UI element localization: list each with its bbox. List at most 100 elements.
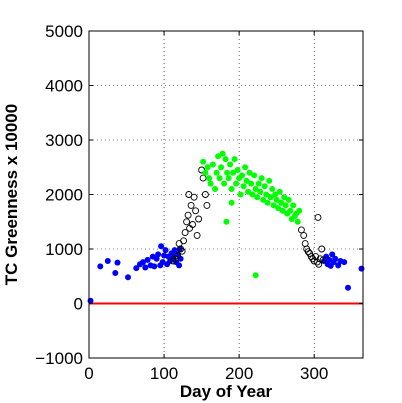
data-point-filled-green: [207, 180, 214, 187]
data-point-open-circle: [314, 213, 322, 221]
data-point-filled-green: [270, 202, 277, 209]
data-point-filled-blue: [112, 270, 119, 276]
data-point-filled-blue: [345, 284, 351, 291]
data-point-filled-blue: [155, 251, 162, 258]
data-point-open-circle: [318, 245, 326, 253]
data-point-filled-green: [281, 194, 288, 201]
data-point-filled-green: [225, 175, 232, 182]
data-point-open-circle: [203, 201, 211, 209]
data-points: [87, 150, 365, 304]
data-point-open-circle: [201, 191, 209, 198]
data-point-filled-green: [202, 169, 209, 176]
data-point-filled-green: [273, 196, 280, 203]
data-point-filled-blue: [133, 265, 140, 272]
data-point-filled-green: [219, 150, 226, 157]
y-tick-label: 5000: [45, 22, 83, 41]
data-point-filled-green: [234, 167, 241, 173]
data-point-filled-green: [222, 156, 229, 163]
data-point-filled-green: [230, 169, 237, 176]
data-point-filled-blue: [335, 262, 342, 269]
data-point-filled-green: [252, 272, 259, 279]
data-point-filled-green: [228, 199, 235, 206]
data-point-filled-blue: [177, 255, 184, 262]
data-point-filled-green: [275, 205, 282, 212]
data-point-filled-green: [224, 169, 231, 176]
data-point-filled-green: [252, 186, 259, 192]
data-point-filled-green: [267, 194, 274, 201]
data-point-filled-blue: [142, 264, 149, 271]
data-point-filled-green: [266, 177, 273, 184]
data-point-filled-green: [278, 199, 285, 206]
data-point-filled-green: [254, 194, 261, 201]
x-tick-label: 100: [150, 364, 178, 383]
data-point-open-circle: [192, 207, 200, 215]
data-point-filled-green: [237, 191, 244, 198]
data-point-filled-green: [276, 188, 283, 195]
data-point-filled-green: [279, 207, 286, 214]
data-point-open-circle: [304, 248, 312, 256]
data-point-filled-blue: [326, 256, 333, 263]
y-tick-label: 1000: [45, 240, 83, 259]
data-point-filled-green: [206, 175, 213, 182]
data-point-filled-blue: [159, 259, 166, 266]
x-tick-label: 200: [225, 364, 253, 383]
data-point-filled-green: [249, 191, 256, 198]
data-point-open-circle: [195, 215, 203, 223]
data-point-filled-green: [204, 164, 211, 171]
data-point-filled-green: [258, 175, 265, 182]
data-point-filled-green: [240, 183, 247, 190]
data-point-filled-green: [243, 177, 250, 184]
data-point-filled-green: [231, 156, 238, 163]
data-point-filled-green: [221, 180, 228, 187]
data-point-filled-blue: [176, 262, 183, 269]
data-point-filled-green: [255, 180, 262, 187]
data-point-filled-green: [290, 202, 297, 209]
data-point-open-circle: [187, 201, 195, 209]
data-point-filled-blue: [161, 252, 168, 259]
data-point-open-circle: [300, 231, 308, 239]
data-point-filled-green: [272, 191, 279, 198]
data-point-open-circle: [178, 247, 186, 255]
data-point-open-circle: [174, 252, 182, 259]
y-tick-label: 3000: [45, 131, 83, 150]
data-point-filled-green: [285, 196, 292, 203]
data-point-filled-green: [200, 158, 207, 165]
data-point-open-circle: [190, 193, 198, 201]
data-point-filled-green: [296, 207, 303, 214]
data-point-open-circle: [169, 257, 177, 265]
y-tick-label: −1000: [35, 349, 83, 368]
data-point-open-circle: [189, 221, 197, 228]
data-point-filled-blue: [158, 243, 165, 250]
data-point-filled-green: [246, 169, 253, 176]
data-point-filled-green: [223, 218, 230, 225]
data-point-open-circle: [183, 218, 191, 226]
data-point-filled-blue: [332, 255, 339, 262]
x-axis-title: Day of Year: [180, 382, 273, 401]
data-point-filled-blue: [125, 274, 131, 281]
data-point-open-circle: [193, 231, 201, 239]
data-point-filled-blue: [114, 259, 121, 266]
data-point-filled-green: [213, 169, 220, 176]
y-tick-label: 4000: [45, 77, 83, 96]
data-point-open-circle: [316, 255, 324, 263]
data-point-filled-green: [228, 186, 235, 192]
data-point-open-circle: [185, 191, 193, 198]
data-point-filled-blue: [151, 263, 158, 270]
data-point-filled-green: [227, 161, 234, 168]
data-point-filled-green: [264, 199, 271, 206]
data-point-filled-green: [212, 186, 219, 192]
data-point-filled-green: [233, 180, 240, 187]
y-tick-label: 2000: [45, 186, 83, 205]
data-point-filled-blue: [171, 247, 178, 254]
data-point-filled-blue: [144, 256, 151, 263]
data-point-filled-blue: [87, 297, 94, 304]
data-point-filled-green: [261, 183, 268, 190]
data-point-filled-green: [215, 153, 222, 160]
data-point-filled-green: [239, 172, 246, 179]
x-tick-label: 0: [84, 364, 93, 383]
data-point-filled-green: [251, 172, 258, 179]
data-point-filled-green: [209, 161, 216, 168]
data-point-open-circle: [306, 249, 314, 257]
